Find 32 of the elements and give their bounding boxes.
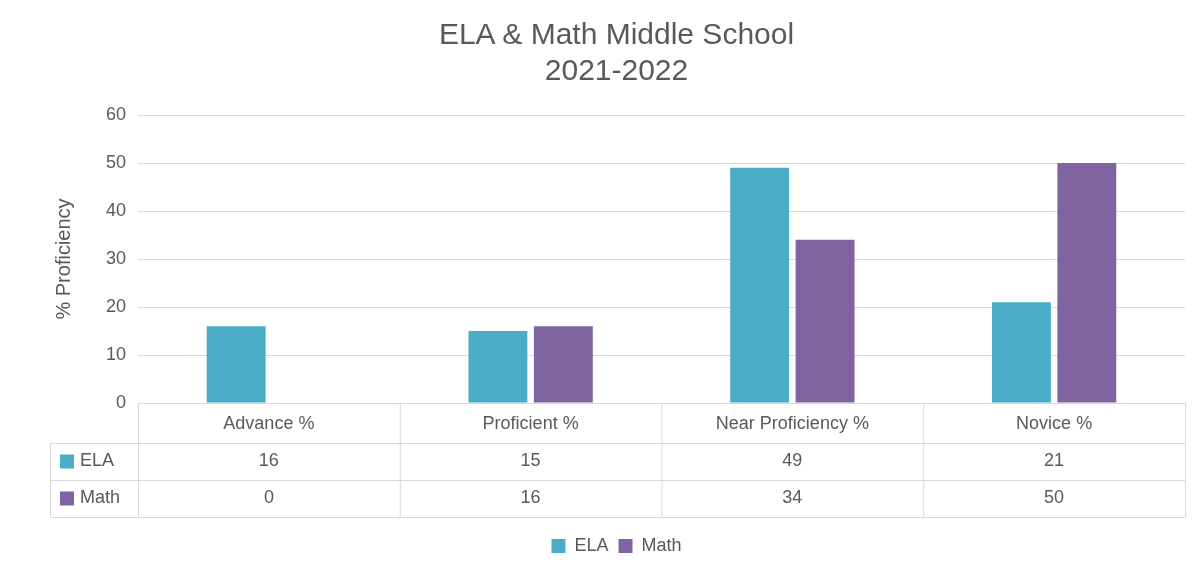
text: Math <box>80 487 121 508</box>
data-label: 49 <box>782 450 803 471</box>
y-tick-label: 60 <box>105 103 126 124</box>
chart-title: ELA & Math Middle School 2021-2022 <box>438 17 795 87</box>
bar <box>991 302 1051 403</box>
bar <box>468 331 528 403</box>
text: ELA <box>574 534 609 555</box>
y-tick-label: 30 <box>105 247 126 268</box>
x-tick-label: Advance % <box>223 412 315 433</box>
y-tick-label: 10 <box>105 343 126 364</box>
y-tick-label: 40 <box>105 199 126 220</box>
data-label: 15 <box>520 450 541 471</box>
bar <box>1057 163 1117 403</box>
data-label: 0 <box>263 487 274 508</box>
y-tick-label: 50 <box>105 151 126 172</box>
y-axis-title: % Proficiency <box>51 198 74 320</box>
legend-label: ELA <box>80 450 115 471</box>
data-label: 50 <box>1044 487 1065 508</box>
x-tick-label: Near Proficiency % <box>715 412 869 433</box>
data-label: 16 <box>520 487 541 508</box>
y-tick-label: 0 <box>115 391 126 412</box>
legend-label: Math <box>641 534 682 555</box>
bar <box>795 239 855 403</box>
data-label: 16 <box>258 450 279 471</box>
data-label: 34 <box>782 487 803 508</box>
y-tick-label: 20 <box>105 295 126 316</box>
bar <box>206 326 266 403</box>
x-tick-label: Proficient % <box>482 412 579 433</box>
bar <box>533 326 593 403</box>
x-tick-label: Novice % <box>1016 412 1093 433</box>
data-label: 21 <box>1044 450 1065 471</box>
bar <box>730 167 790 403</box>
